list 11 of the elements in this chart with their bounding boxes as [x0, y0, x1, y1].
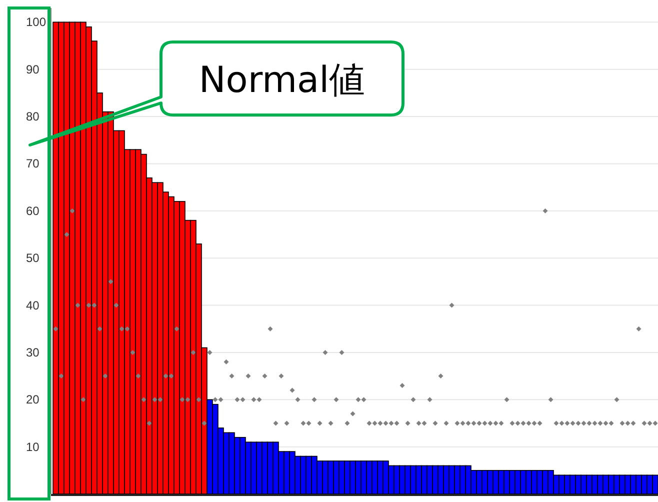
- y-tick-label: 50: [26, 251, 40, 266]
- y-tick-label: 60: [26, 204, 40, 218]
- y-tick-label: 70: [26, 156, 40, 171]
- y-tick-label: 80: [26, 110, 40, 124]
- y-tick-label: 90: [26, 62, 40, 76]
- annotation: Normal値: [198, 60, 366, 101]
- y-tick-label: 100: [26, 15, 46, 30]
- y-tick-label: 40: [26, 298, 40, 312]
- y-tick-label: 20: [26, 392, 40, 407]
- y-tick-label: 30: [26, 345, 40, 360]
- y-tick-label: 10: [26, 440, 40, 454]
